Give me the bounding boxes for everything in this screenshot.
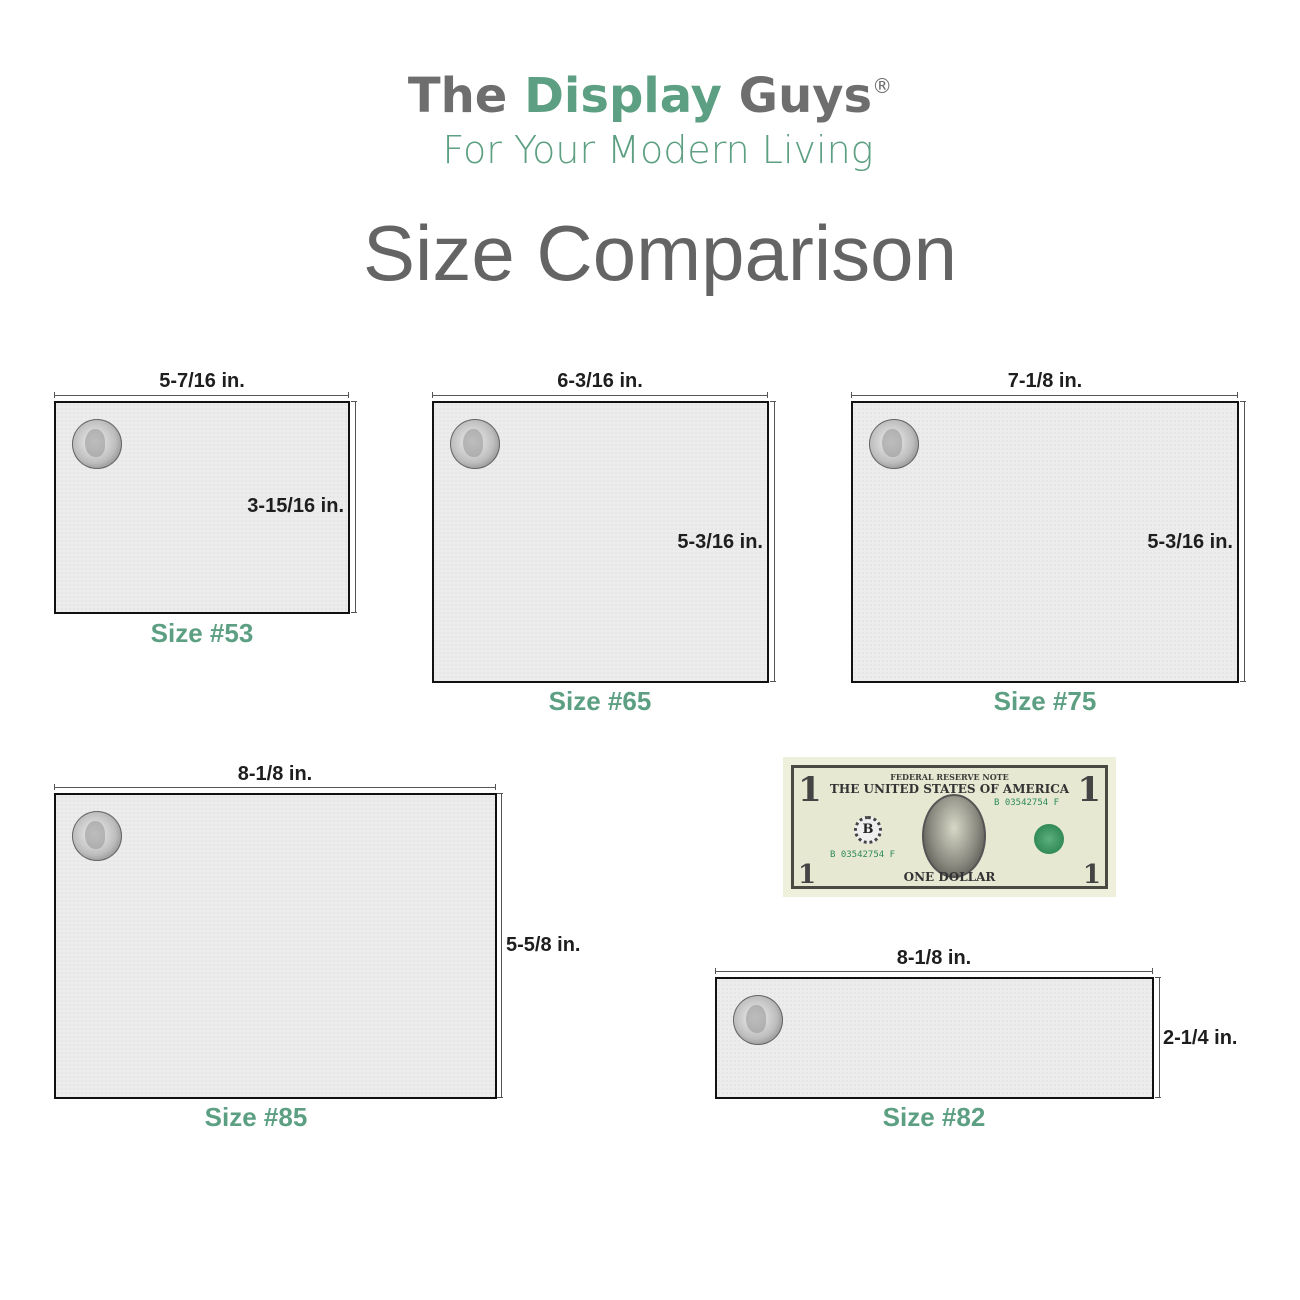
caption-size-82: Size #82 — [882, 1102, 986, 1132]
frame-size-85 — [54, 793, 497, 1099]
height-label-65: 5-3/16 in. — [677, 531, 763, 553]
height-label-53: 3-15/16 in. — [247, 495, 344, 517]
brand-logo: The Display Guys® — [0, 68, 1300, 124]
width-label-85: 8-1/8 in. — [237, 763, 313, 785]
height-label-75: 5-3/16 in. — [1147, 531, 1233, 553]
quarter-coin-icon — [450, 419, 500, 469]
width-dimension-line — [432, 392, 768, 398]
brand-word-guys: Guys — [721, 68, 873, 124]
width-label-82: 8-1/8 in. — [896, 947, 972, 969]
bill-numeral: 1 — [1077, 770, 1101, 810]
quarter-coin-icon — [72, 811, 122, 861]
bill-numeral: 1 — [798, 770, 822, 810]
width-label-53: 5-7/16 in. — [159, 370, 245, 392]
height-dimension-line — [1240, 401, 1246, 682]
frame-size-65 — [432, 401, 769, 683]
frame-size-82 — [715, 977, 1154, 1099]
quarter-coin-icon — [869, 419, 919, 469]
bill-numeral: 1 — [1082, 860, 1101, 890]
quarter-coin-icon — [72, 419, 122, 469]
treasury-seal — [1034, 824, 1064, 854]
height-dimension-line — [351, 401, 357, 613]
height-dimension-line — [1155, 977, 1161, 1098]
caption-size-75: Size #75 — [993, 686, 1097, 716]
portrait — [922, 794, 986, 878]
caption-size-53: Size #53 — [150, 618, 254, 648]
bank-seal: B — [854, 816, 882, 844]
width-dimension-line — [54, 392, 349, 398]
height-label-82: 2-1/4 in. — [1163, 1027, 1238, 1049]
height-dimension-line — [770, 401, 776, 682]
bill-header: FEDERAL RESERVE NOTE — [890, 772, 1009, 782]
width-label-65: 6-3/16 in. — [557, 370, 643, 392]
bill-numeral: 1 — [798, 860, 817, 890]
one-dollar-bill: FEDERAL RESERVE NOTE THE UNITED STATES O… — [783, 757, 1116, 897]
height-label-85: 5-5/8 in. — [506, 934, 581, 956]
bill-denomination: ONE DOLLAR — [903, 870, 996, 884]
quarter-coin-icon — [733, 995, 783, 1045]
bill-serial: B 03542754 F — [994, 798, 1060, 808]
width-label-75: 7-1/8 in. — [1007, 370, 1083, 392]
brand-tagline: For Your Modern Living — [442, 128, 874, 172]
brand-word-display: Display — [524, 68, 722, 124]
height-dimension-line — [497, 793, 503, 1098]
width-dimension-line — [54, 784, 496, 790]
caption-size-65: Size #65 — [548, 686, 652, 716]
bill-serial: B 03542754 F — [830, 850, 896, 860]
caption-size-85: Size #85 — [204, 1102, 308, 1132]
registered-mark: ® — [872, 74, 893, 98]
bill-country: THE UNITED STATES OF AMERICA — [829, 782, 1070, 796]
page-title: Size Comparison — [363, 209, 957, 297]
width-dimension-line — [715, 968, 1153, 974]
brand-word-the: The — [407, 68, 525, 124]
width-dimension-line — [851, 392, 1238, 398]
